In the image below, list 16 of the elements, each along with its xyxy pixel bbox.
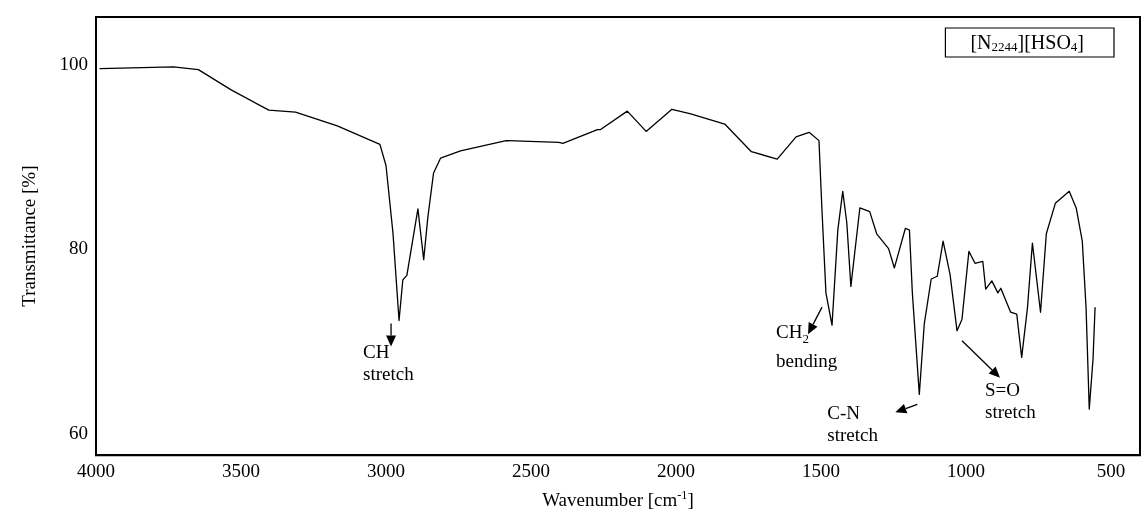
x-tick-label: 3500 [222,460,260,482]
x-tick-label: 2500 [512,460,550,482]
y-tick-label: 60 [69,421,88,443]
x-tick-label: 1500 [802,460,840,482]
x-tick-label: 2000 [657,460,695,482]
x-tick-label: 4000 [77,460,115,482]
annotation: S=O stretch [985,378,1036,423]
annotation: C-N stretch [827,402,878,447]
y-tick-label: 80 [69,237,88,259]
y-axis-title: Transmittance [%] [18,165,39,307]
x-tick-label: 500 [1096,460,1126,482]
x-tick-label: 1000 [947,460,985,482]
annotation: CH stretch [363,340,414,385]
x-tick-label: 3000 [367,460,405,482]
annotation: CH$_{2}$ bending [776,321,838,372]
y-tick-label: 100 [59,52,88,74]
